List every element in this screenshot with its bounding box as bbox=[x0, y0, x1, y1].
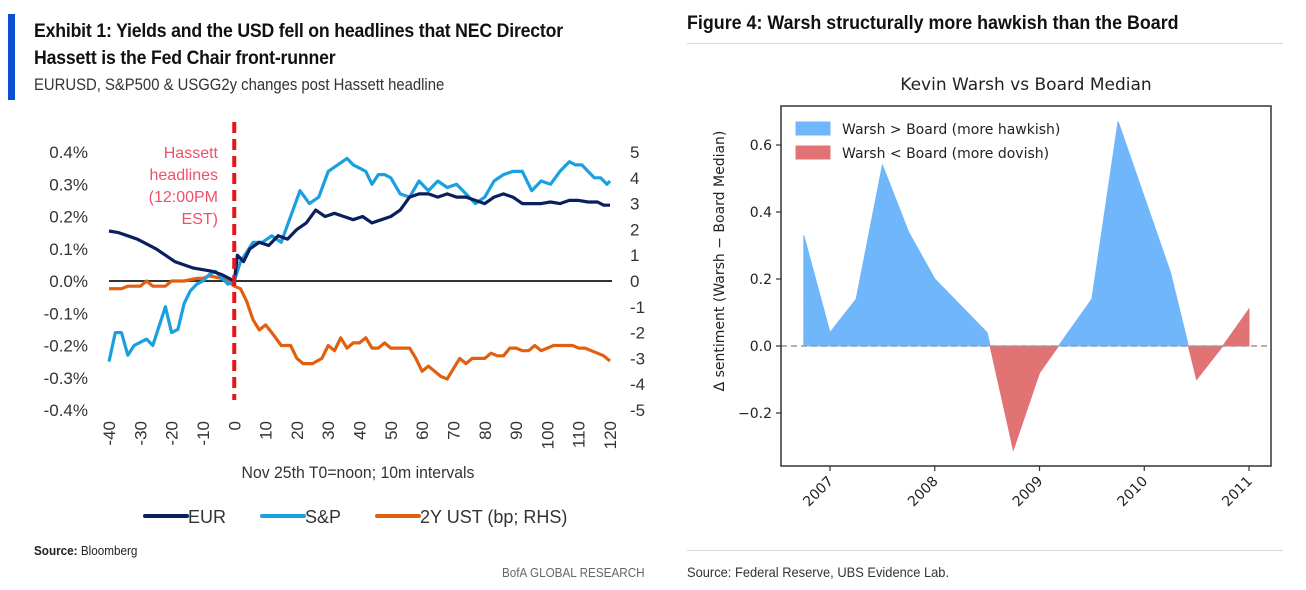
x-tick-label: -40 bbox=[100, 421, 119, 446]
x-tick-label: 70 bbox=[444, 421, 463, 440]
y-tick-label-left: 0.4% bbox=[49, 143, 88, 162]
exhibit-title: Exhibit 1: Yields and the USD fell on he… bbox=[34, 18, 611, 72]
x-tick-label: 0 bbox=[225, 421, 244, 430]
legend-label: Warsh > Board (more hawkish) bbox=[842, 122, 1060, 138]
legend-label: 2Y UST (bp; RHS) bbox=[420, 507, 567, 527]
annotation-line: (12:00PM bbox=[149, 189, 218, 206]
x-tick-label: -10 bbox=[194, 421, 213, 446]
legend-swatch bbox=[795, 121, 831, 136]
source-value: Bloomberg bbox=[80, 543, 138, 558]
y-tick-label-left: -0.3% bbox=[44, 369, 88, 388]
y-tick-label-right: -2 bbox=[630, 324, 645, 343]
event-annotation: Hassett headlines (12:00PM EST) bbox=[149, 145, 219, 228]
y-tick-label: 0.0 bbox=[750, 339, 772, 355]
left-line-chart: 0.4% 0.3% 0.2% 0.1% 0.0% -0.1% -0.2% -0.3% -0.4%… bbox=[44, 122, 645, 527]
x-tick-label: 10 bbox=[257, 421, 276, 440]
area-hawkish bbox=[803, 163, 991, 347]
area-hawkish bbox=[1057, 121, 1190, 347]
right-y-axis-ticks: 5 4 3 2 1 0 -1 -2 -3 -4 -5 bbox=[630, 143, 645, 420]
legend: Warsh > Board (more hawkish) Warsh < Boar… bbox=[795, 121, 1060, 162]
source-label: Source: bbox=[34, 543, 78, 558]
area-chart: Kevin Warsh vs Board Median 0.6 0.4 0.2 0.0… bbox=[712, 75, 1272, 510]
figure-title: Figure 4: Warsh structurally more hawkis… bbox=[687, 13, 1179, 34]
y-tick-label-right: 1 bbox=[630, 246, 639, 265]
x-tick-label: 110 bbox=[570, 421, 589, 448]
x-axis-ticks: -40 -30 -20 -10 0 10 20 30 40 50 60 70 80 90 100 110 120 bbox=[100, 421, 620, 449]
annotation-line: Hassett bbox=[164, 145, 219, 162]
series-line-2y bbox=[109, 274, 612, 381]
x-tick-label: -20 bbox=[163, 421, 182, 446]
y-tick-label-right: 3 bbox=[630, 195, 639, 214]
x-tick-label: 80 bbox=[476, 421, 495, 440]
legend-label: EUR bbox=[188, 507, 226, 527]
y-tick-label-right: -5 bbox=[630, 401, 645, 420]
exhibit-subtitle: EURUSD, S&P500 & USGG2y changes post Has… bbox=[34, 76, 445, 94]
y-tick-label-left: 0.2% bbox=[49, 208, 88, 227]
divider-bottom bbox=[687, 550, 1283, 551]
annotation-line: headlines bbox=[150, 167, 219, 184]
annotation-line: EST) bbox=[182, 211, 218, 228]
y-tick-label-left: 0.0% bbox=[49, 272, 88, 291]
line-series bbox=[107, 156, 612, 381]
area-dovish bbox=[1187, 307, 1250, 381]
plot-frame bbox=[780, 105, 1272, 467]
x-tick-label: 2009 bbox=[1010, 474, 1047, 511]
series-line-eur bbox=[108, 192, 610, 283]
x-tick-label: 2010 bbox=[1115, 474, 1152, 511]
y-tick-label: 0.6 bbox=[750, 138, 772, 154]
y-tick-label-left: -0.2% bbox=[44, 337, 88, 356]
y-tick-label-left: -0.4% bbox=[44, 401, 88, 420]
y-axis-ticks: 0.6 0.4 0.2 0.0 −0.2 bbox=[738, 138, 781, 422]
y-tick-label-right: -1 bbox=[630, 298, 645, 317]
y-tick-label-right: 4 bbox=[630, 169, 639, 188]
left-y-axis-ticks: 0.4% 0.3% 0.2% 0.1% 0.0% -0.1% -0.2% -0.3% -0.4% bbox=[44, 143, 88, 420]
x-tick-label: 90 bbox=[507, 421, 526, 440]
y-tick-label: 0.2 bbox=[750, 272, 772, 288]
y-tick-label-right: 5 bbox=[630, 143, 639, 162]
y-tick-label-left: 0.1% bbox=[49, 240, 88, 259]
x-tick-label: 30 bbox=[319, 421, 338, 440]
y-tick-label-right: -3 bbox=[630, 349, 645, 368]
x-tick-label: 60 bbox=[413, 421, 432, 440]
y-tick-label-right: 0 bbox=[630, 272, 639, 291]
source-note: Source: Bloomberg bbox=[34, 543, 137, 558]
left-exhibit: Exhibit 1: Yields and the USD fell on he… bbox=[8, 14, 645, 580]
x-tick-label: 50 bbox=[382, 421, 401, 440]
branding: BofA GLOBAL RESEARCH bbox=[502, 565, 645, 580]
right-exhibit: Figure 4: Warsh structurally more hawkis… bbox=[670, 0, 1306, 590]
area-dovish bbox=[989, 345, 1060, 452]
x-tick-label: 120 bbox=[601, 421, 620, 449]
y-tick-label: −0.2 bbox=[738, 406, 772, 422]
y-tick-label-right: 2 bbox=[630, 220, 639, 239]
y-axis-label: Δ sentiment (Warsh − Board Median) bbox=[712, 131, 728, 392]
y-tick-label-right: -4 bbox=[630, 375, 645, 394]
series-line-sandp bbox=[107, 156, 612, 362]
legend: EUR S&P 2Y UST (bp; RHS) bbox=[143, 507, 567, 527]
title-accent-bar bbox=[8, 14, 15, 100]
chart-title: Kevin Warsh vs Board Median bbox=[900, 75, 1151, 95]
x-tick-label: 100 bbox=[538, 421, 557, 449]
x-tick-label: 20 bbox=[288, 421, 307, 440]
divider-top bbox=[687, 43, 1283, 44]
x-tick-label: 2007 bbox=[800, 474, 837, 511]
legend-label: Warsh < Board (more dovish) bbox=[842, 146, 1049, 162]
x-tick-label: -30 bbox=[131, 421, 150, 446]
x-tick-label: 40 bbox=[351, 421, 370, 440]
legend-label: S&P bbox=[305, 507, 341, 527]
legend-swatch bbox=[795, 145, 831, 160]
x-tick-label: 2011 bbox=[1219, 474, 1256, 511]
x-axis-label: Nov 25th T0=noon; 10m intervals bbox=[242, 464, 475, 483]
area-fills bbox=[803, 121, 1250, 452]
y-tick-label-left: 0.3% bbox=[49, 175, 88, 194]
x-axis-ticks: 2007 2008 2009 2010 2011 bbox=[800, 466, 1256, 510]
y-tick-label: 0.4 bbox=[750, 205, 772, 221]
source-note: Source: Federal Reserve, UBS Evidence La… bbox=[687, 564, 950, 580]
y-tick-label-left: -0.1% bbox=[44, 304, 88, 323]
exhibit-title-line2: Hassett is the Fed Chair front-runner bbox=[34, 48, 336, 69]
exhibit-title-line1: Exhibit 1: Yields and the USD fell on he… bbox=[34, 21, 563, 42]
x-tick-label: 2008 bbox=[905, 474, 942, 511]
